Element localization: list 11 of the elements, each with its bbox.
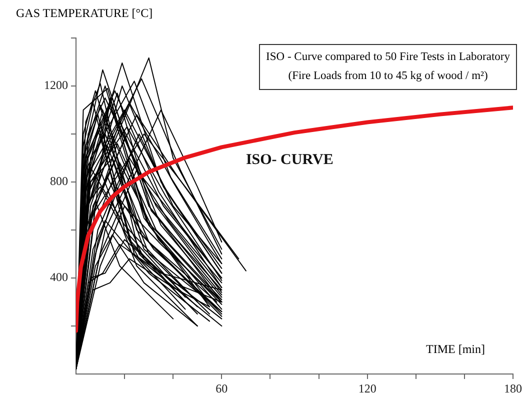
x-tick-label: 120	[358, 381, 376, 396]
series-label: ISO- CURVE	[246, 152, 334, 168]
x-axis-title: TIME [min]	[426, 342, 485, 357]
x-tick-label: 180	[504, 381, 522, 396]
annotation: (Fire Loads from 10 to 45 kg of wood / m²)	[287, 69, 489, 84]
y-tick-label: 800	[50, 174, 68, 188]
y-axis-title: GAS TEMPERATURE [°C]	[16, 6, 153, 21]
y-tick-label: 1200	[44, 78, 68, 92]
x-tick-label: 60	[216, 381, 228, 396]
y-tick-label: 400	[50, 270, 68, 284]
annotation: ISO - Curve compared to 50 Fire Tests in Laboratory	[266, 50, 510, 65]
